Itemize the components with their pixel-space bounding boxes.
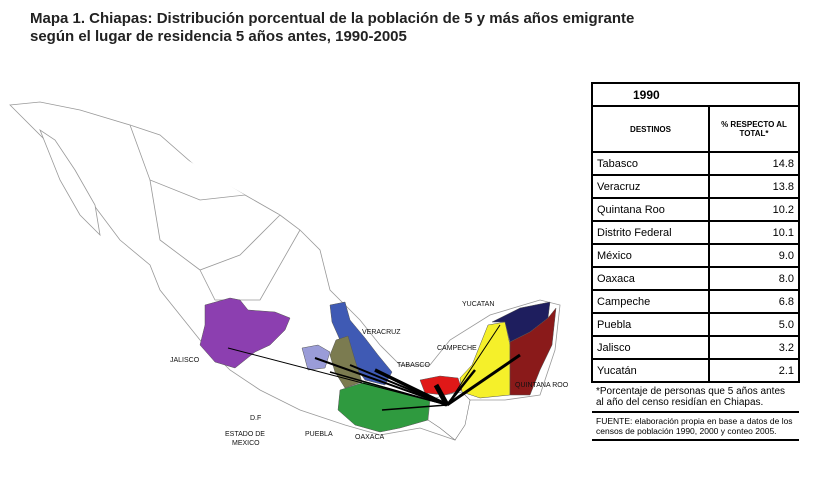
state-label: VERACRUZ bbox=[362, 329, 401, 336]
table-cell: FUENTE: elaboración propia en base a dat… bbox=[592, 412, 799, 441]
table-cell: *Porcentaje de personas que 5 años antes… bbox=[592, 382, 799, 413]
table-cell: 5.0 bbox=[708, 312, 800, 337]
state-label: OAXACA bbox=[355, 434, 385, 441]
title: Mapa 1. Chiapas: Distribución porcentual… bbox=[30, 10, 635, 27]
table-cell: Puebla bbox=[591, 312, 710, 337]
quintana-roo bbox=[509, 307, 557, 396]
state-label: YUCATAN bbox=[462, 301, 494, 308]
campeche bbox=[459, 321, 511, 399]
table-cell: Distrito Federal bbox=[591, 220, 710, 245]
jalisco bbox=[199, 297, 291, 369]
table-cell: Quintana Roo bbox=[591, 197, 710, 222]
table-cell: Campeche bbox=[591, 289, 710, 314]
table-cell: 13.8 bbox=[708, 174, 800, 199]
table-cell: 14.8 bbox=[708, 151, 800, 176]
table-cell: 10.1 bbox=[708, 220, 800, 245]
data-table: 1990 DESTINOS% RESPECTO AL TOTAL* Tabasc… bbox=[591, 82, 800, 441]
table-cell: Yucatán bbox=[591, 358, 710, 383]
table-cell: Oaxaca bbox=[591, 266, 710, 291]
table-cell: Tabasco bbox=[591, 151, 710, 176]
table-cell: 10.2 bbox=[708, 197, 800, 222]
state-label: MEXICO bbox=[232, 440, 260, 447]
table-cell: 3.2 bbox=[708, 335, 800, 360]
table-cell: Veracruz bbox=[591, 174, 710, 199]
state-label: TABASCO bbox=[397, 362, 430, 369]
table-cell: 9.0 bbox=[708, 243, 800, 268]
table-cell: Jalisco bbox=[591, 335, 710, 360]
table-cell: 2.1 bbox=[708, 358, 800, 383]
title: según el lugar de residencia 5 años ante… bbox=[30, 28, 407, 45]
chiapas bbox=[427, 391, 471, 441]
state-label: PUEBLA bbox=[305, 431, 333, 438]
state-label: QUINTANA ROO bbox=[515, 382, 569, 389]
state-label: CAMPECHE bbox=[437, 345, 477, 352]
state-label: JALISCO bbox=[170, 357, 200, 364]
state-label: ESTADO DE bbox=[225, 431, 265, 438]
arrows bbox=[227, 324, 521, 411]
table-cell: 8.0 bbox=[708, 266, 800, 291]
column-header: DESTINOS bbox=[591, 105, 710, 153]
table-cell: México bbox=[591, 243, 710, 268]
year: 1990 bbox=[591, 82, 800, 107]
column-header: % RESPECTO AL TOTAL* bbox=[708, 105, 800, 153]
table-cell: 6.8 bbox=[708, 289, 800, 314]
map: JALISCO VERACRUZ YUCATAN CAMPECHE TABASC… bbox=[9, 101, 569, 447]
state-label: D.F bbox=[250, 415, 261, 422]
